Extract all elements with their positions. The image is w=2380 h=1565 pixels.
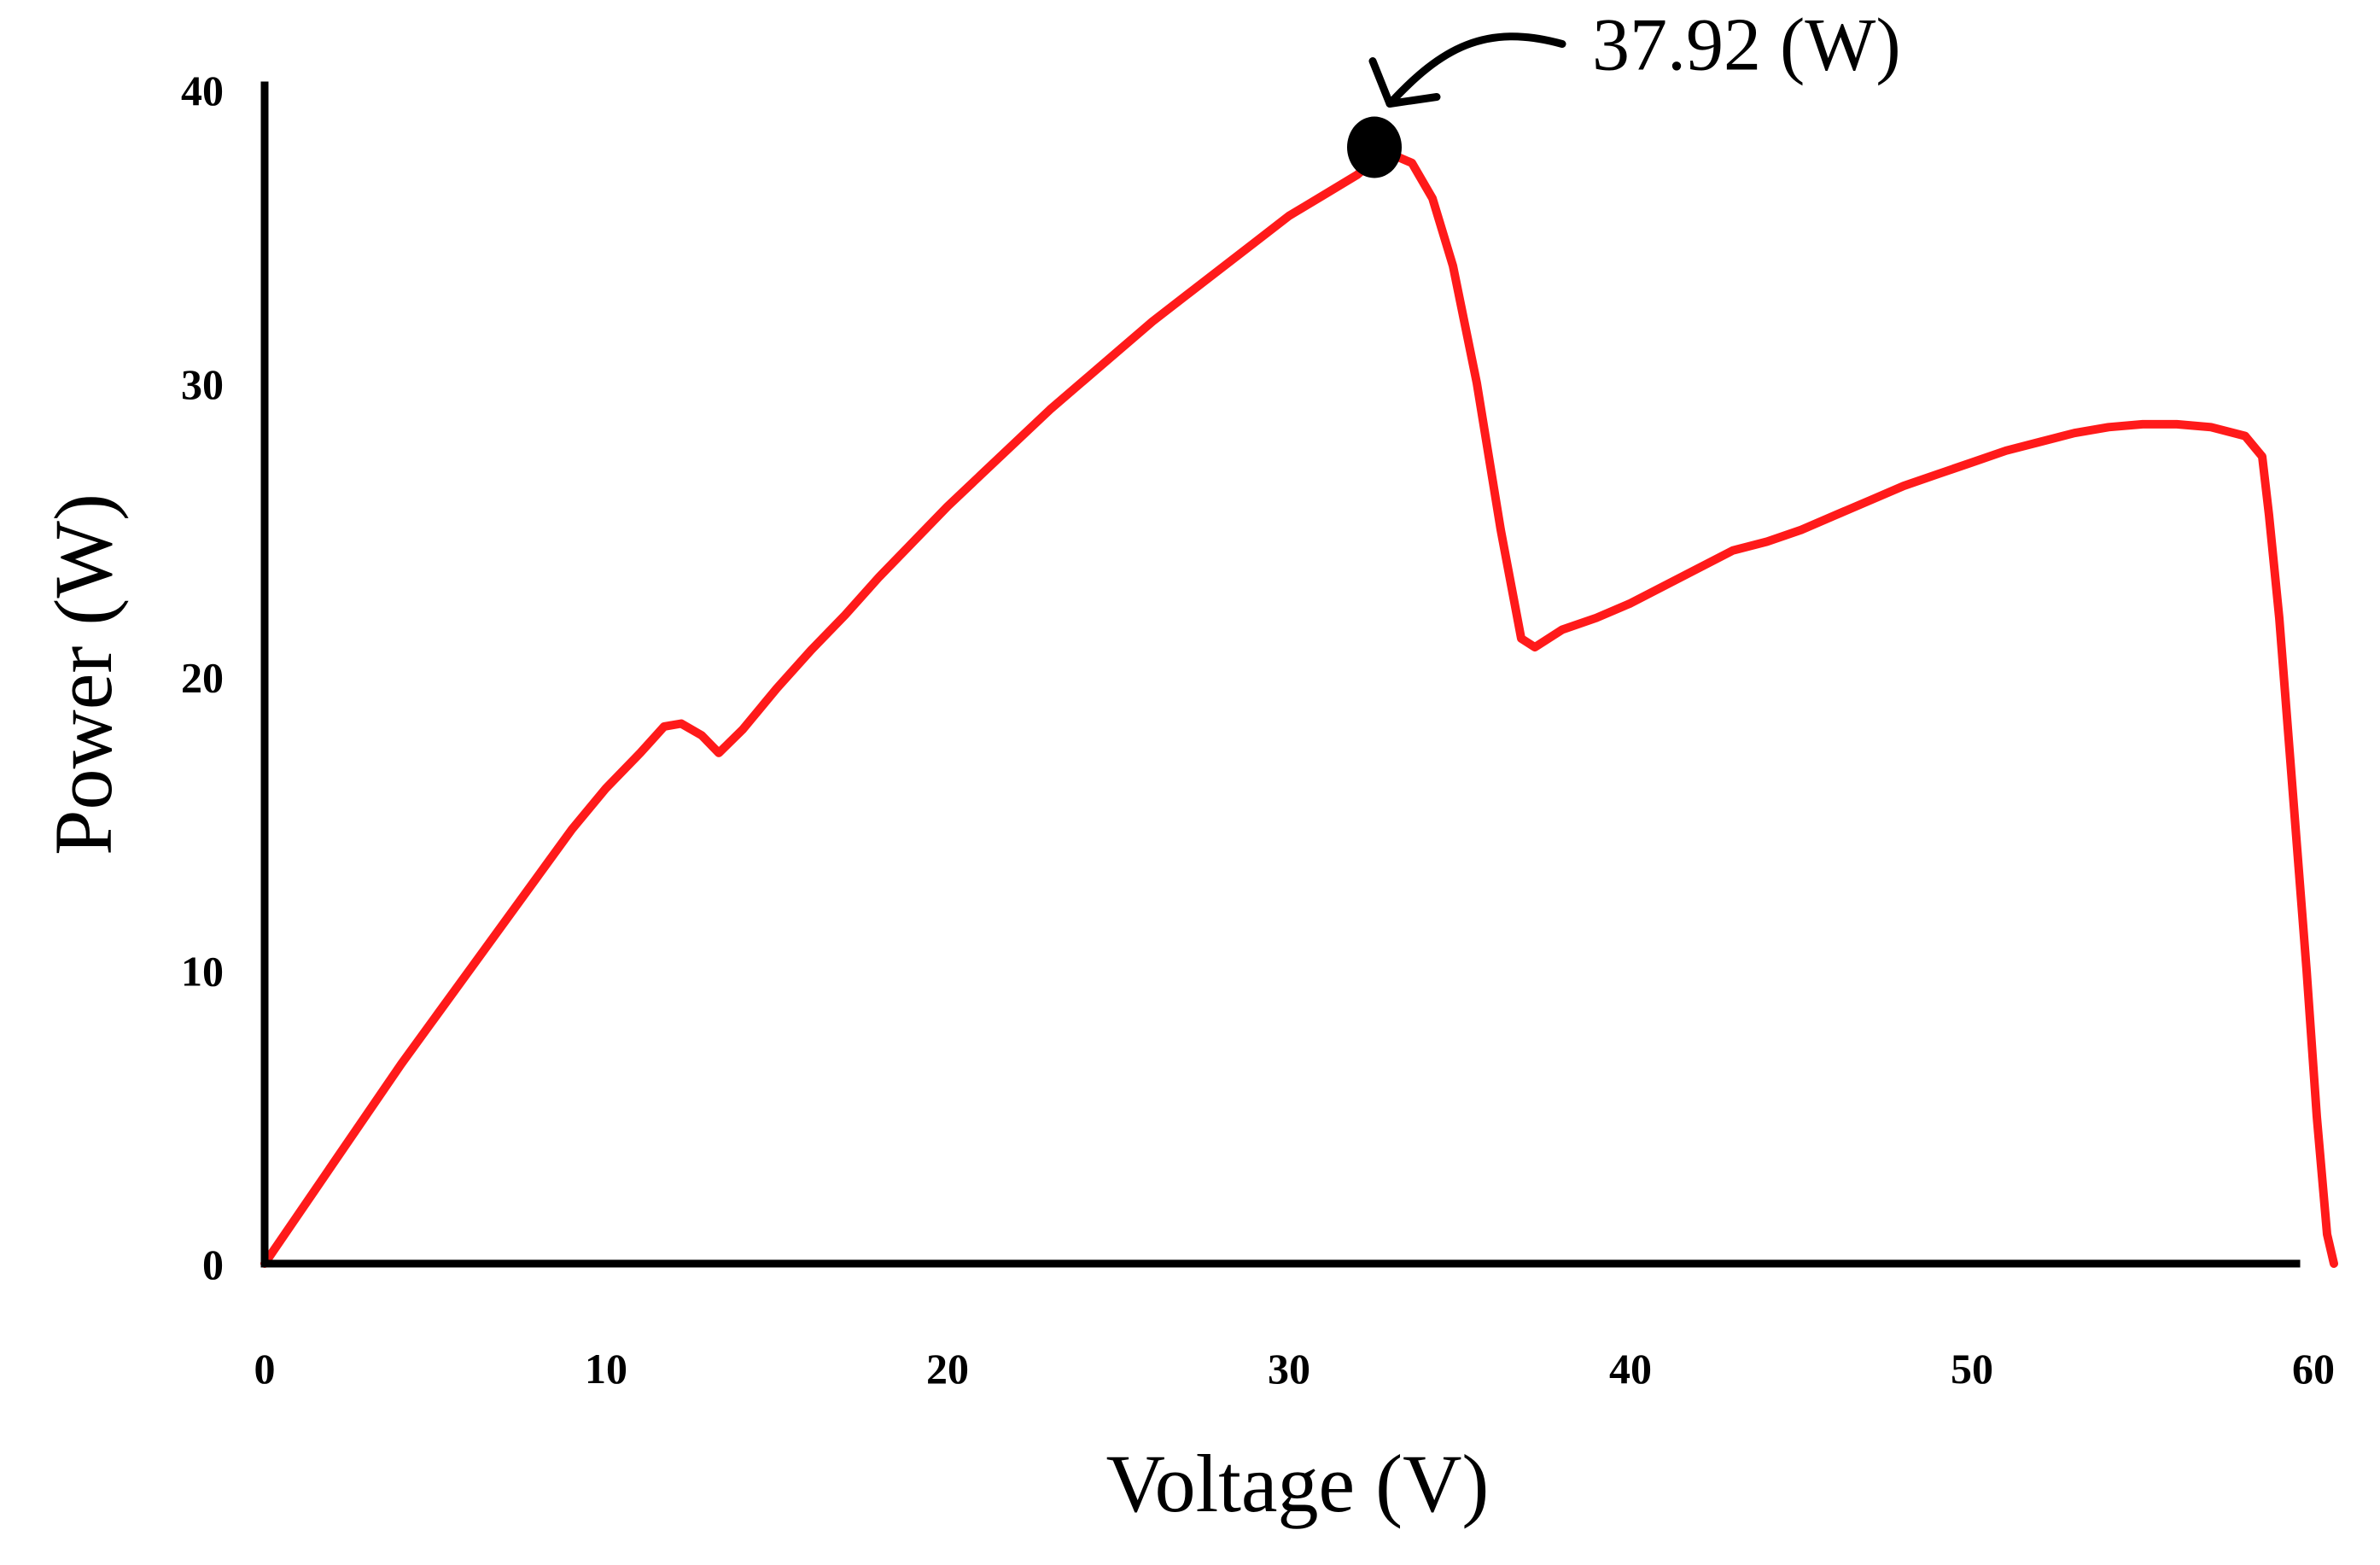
tick-labels: 0 10 20 30 40 50 60 0 10 20 30 40 [181, 67, 2335, 1393]
y-tick-label-0: 0 [202, 1241, 224, 1288]
x-tick-label-20: 20 [926, 1345, 969, 1393]
x-tick-label-30: 30 [1268, 1345, 1310, 1393]
max-power-annotation-label: 37.92 (W) [1592, 4, 1901, 87]
power-curve-line [260, 149, 2338, 1268]
annotation-arrowhead [1368, 57, 1441, 108]
y-tick-label-30: 30 [181, 360, 224, 408]
x-tick-label-0: 0 [254, 1345, 276, 1393]
max-power-point-marker [1347, 116, 1402, 178]
y-axis-title: Power (W) [38, 493, 129, 855]
y-tick-label-20: 20 [181, 654, 224, 702]
plot-area [260, 149, 2338, 1268]
y-tick-label-10: 10 [181, 947, 224, 995]
x-tick-label-40: 40 [1609, 1345, 1652, 1393]
x-tick-label-50: 50 [1951, 1345, 1993, 1393]
x-axis-title: Voltage (V) [1106, 1438, 1490, 1529]
annotations: 37.92 (W) [1347, 4, 1901, 178]
annotation-arrow [1385, 32, 1566, 108]
y-tick-label-40: 40 [181, 67, 224, 114]
axes [260, 81, 2301, 1268]
x-tick-label-60: 60 [2292, 1345, 2335, 1393]
x-tick-label-10: 10 [585, 1345, 627, 1393]
